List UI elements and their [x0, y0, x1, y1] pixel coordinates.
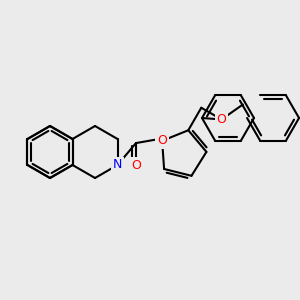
Text: O: O [157, 134, 167, 147]
Text: O: O [217, 113, 226, 126]
Text: N: N [113, 158, 122, 172]
Text: O: O [131, 159, 141, 172]
